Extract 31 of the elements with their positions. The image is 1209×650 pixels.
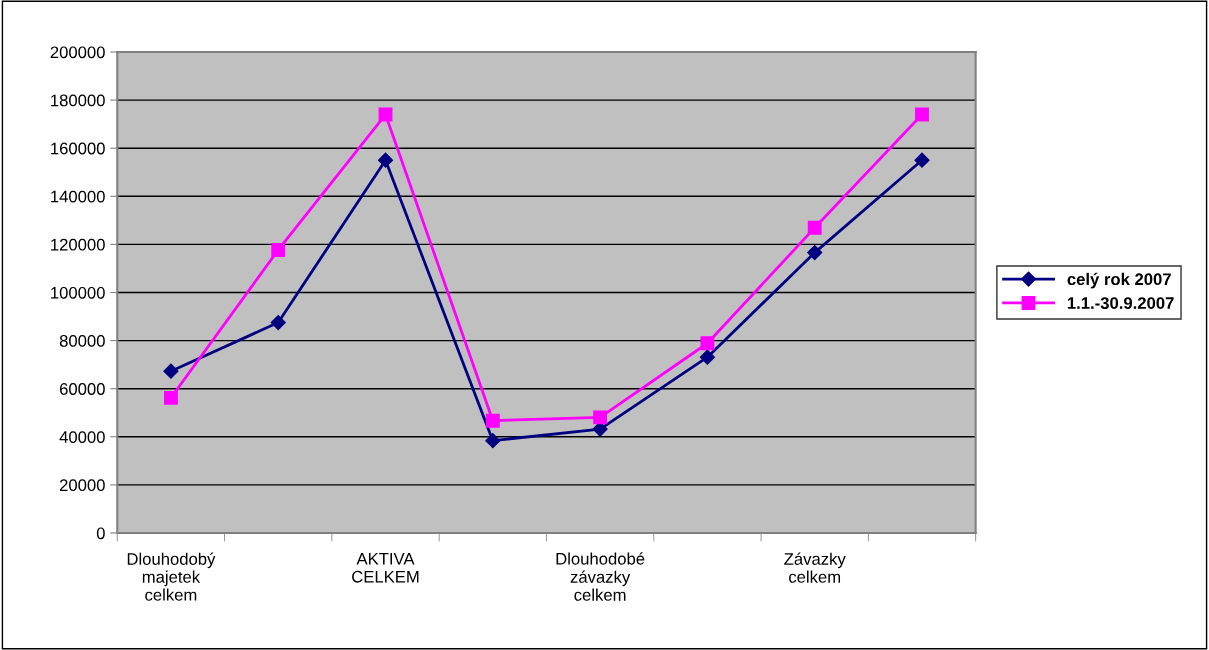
x-tick-label: Dlouhodobé závazky celkem [556, 552, 645, 601]
point [163, 363, 179, 379]
point [593, 410, 608, 425]
point [377, 152, 394, 168]
y-tick-label: 180000 [51, 94, 105, 107]
point [163, 390, 178, 405]
y-tick-label: 120000 [51, 238, 105, 251]
x-tick-label: AKTIVA CELKEM [352, 553, 419, 583]
legend-label: celý rok 2007 [1067, 272, 1171, 289]
point [270, 314, 286, 331]
point [485, 433, 501, 449]
legend-label: 1.1.-30.9.2007 [1067, 297, 1174, 310]
x-tick-label: Dlouhodobý majetek celkem [127, 552, 216, 601]
y-tick-label: 40000 [59, 431, 105, 443]
y-tick-label: 200000 [50, 46, 105, 59]
point [807, 220, 822, 235]
y-tick-label: 80000 [59, 335, 105, 347]
y-tick-label: 100000 [51, 286, 105, 299]
point [485, 413, 500, 428]
point [914, 152, 930, 168]
point [915, 107, 929, 122]
point [807, 245, 823, 261]
point [700, 336, 715, 351]
point [699, 349, 715, 365]
x-tick-label: Závazky celkem [784, 552, 846, 583]
y-tick-label: 60000 [59, 383, 105, 395]
point [271, 242, 286, 257]
y-tick-label: 140000 [51, 190, 105, 203]
y-tick-label: 160000 [51, 142, 105, 155]
y-tick-label: 0 [96, 527, 105, 540]
y-tick-label: 20000 [59, 479, 105, 492]
